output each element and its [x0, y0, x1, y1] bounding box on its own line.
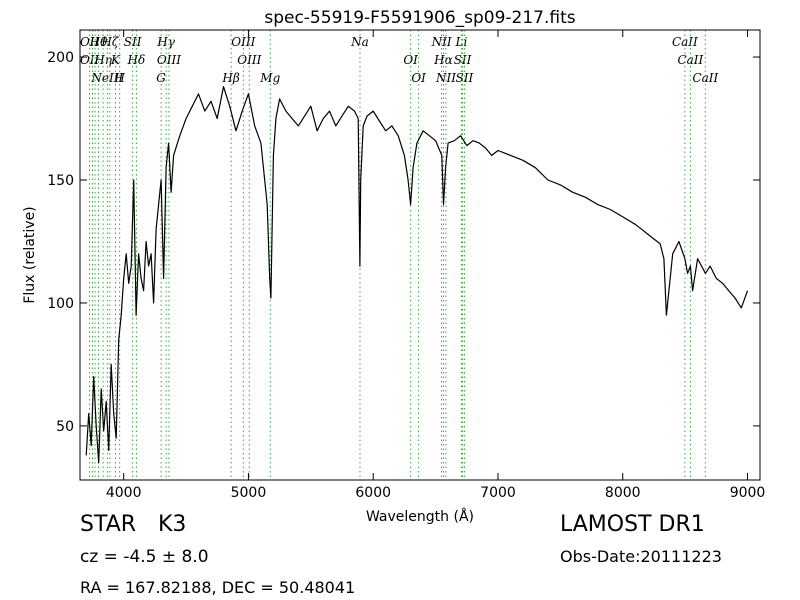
spectral-line-label: CaII	[677, 53, 703, 67]
spectral-line-label: Hγ	[156, 35, 175, 49]
observation-date: Obs-Date:20111223	[560, 547, 722, 566]
x-tick-label: 4000	[106, 485, 142, 501]
x-axis-label: Wavelength (Å)	[366, 508, 474, 525]
spectral-line-label: OIII	[237, 53, 261, 67]
spectral-line-label: NII	[431, 35, 452, 49]
survey-name: LAMOST DR1	[560, 512, 705, 537]
spectral-line-label: H	[113, 71, 125, 85]
y-tick-label: 100	[47, 296, 74, 312]
spectral-line-label: SII	[454, 53, 472, 67]
spectral-line-label: SII	[124, 35, 142, 49]
coordinates-readout: RA = 167.82188, DEC = 50.48041	[80, 578, 356, 597]
x-tick-label: 7000	[480, 485, 516, 501]
spectral-line-label: NeIII	[90, 71, 123, 85]
spectral-line-label: Hβ	[221, 71, 239, 85]
y-tick-label: 150	[47, 173, 74, 189]
chart-title: spec-55919-F5591906_sp09-217.fits	[264, 8, 575, 28]
spectral-line-label: Mg	[259, 71, 280, 85]
x-tick-label: 6000	[355, 485, 391, 501]
spectral-line-label: Hη	[93, 53, 112, 67]
spectral-line-label: OI	[411, 71, 426, 85]
spectral-line-label: OIII	[231, 35, 255, 49]
spectral-line-label: CaII	[692, 71, 718, 85]
object-subclass: K3	[158, 512, 187, 537]
spectral-line-label: Hζ	[100, 35, 119, 49]
spectral-line-label: CaII	[672, 35, 698, 49]
plot-frame	[79, 29, 761, 481]
spectral-line-label: Na	[350, 35, 369, 49]
spectral-line-label: Hα	[433, 53, 453, 67]
object-class: STAR	[80, 512, 137, 537]
spectral-line-label: K	[110, 53, 121, 67]
spectral-line-label: OIII	[157, 53, 181, 67]
y-tick-label: 200	[47, 50, 74, 66]
spectral-line-label: Li	[455, 35, 468, 49]
x-tick-label: 5000	[231, 485, 267, 501]
spectrum-series	[85, 85, 749, 464]
spectral-line-label: OII	[80, 53, 100, 67]
x-tick-label: 8000	[605, 485, 641, 501]
spectral-line-label: OII	[80, 35, 100, 49]
plot-axes: 4000 5000 6000 7000 8000 9000 50 100 150 200	[47, 29, 766, 501]
y-tick-label: 50	[56, 419, 74, 435]
spectrum-line	[85, 85, 749, 464]
spectral-line-label: OI	[403, 53, 418, 67]
spectral-line-label: SII	[456, 71, 474, 85]
spectral-line-label: Hθ	[89, 35, 108, 49]
spectral-line-label: G	[156, 71, 166, 85]
spectral-line-markers: OIIOIIHθHηNeIIIHζKHSIIHδGHγOIIIHβOIIIOII…	[80, 30, 719, 480]
x-tick-label: 9000	[730, 485, 766, 501]
redshift-readout: cz = -4.5 ± 8.0	[80, 547, 209, 567]
y-axis-label: Flux (relative)	[22, 206, 38, 303]
spectral-line-label: Hδ	[127, 53, 146, 67]
spectral-line-label: NII	[435, 71, 456, 85]
